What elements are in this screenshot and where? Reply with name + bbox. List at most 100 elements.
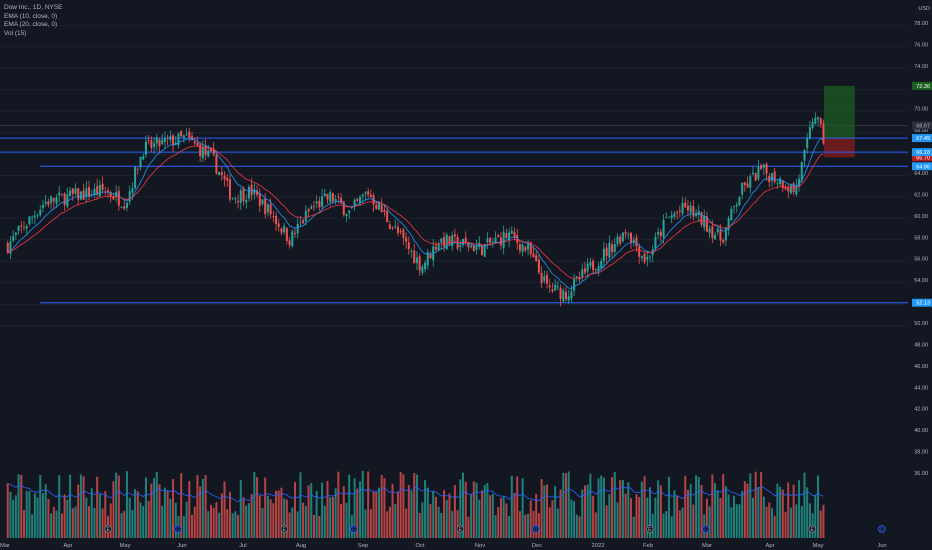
volume-bar [724,486,727,538]
volume-bar [464,481,467,538]
candle-body [169,135,172,141]
candle-body [594,269,597,270]
candle-body [735,204,738,207]
ema10-legend[interactable]: EMA (10, close, 0) [4,12,58,20]
volume-bar [207,511,210,538]
candle-body [228,179,231,200]
volume-bar [733,495,736,538]
candle-body [822,123,825,144]
volume-bar [266,495,269,538]
candle-body [665,217,668,219]
candle-body [754,173,757,181]
volume-bar [185,501,188,538]
volume-bar [6,483,9,538]
volume-bar [36,497,39,538]
candle-body [196,142,199,146]
volume-bar [741,491,744,538]
volume-bar [359,481,362,538]
volume-bar [12,499,15,538]
volume-bar [681,507,684,538]
volume-bar [31,514,34,538]
volume-bar [261,507,264,538]
volume-bar [264,477,267,538]
x-tick-label: Oct [415,543,424,549]
volume-bar [193,506,196,538]
volume-bar [635,493,638,538]
y-tick-label: 58.00 [914,235,928,241]
candle-body [673,213,676,217]
volume-bar [806,487,809,538]
volume-bar [150,483,153,538]
candle-body [784,187,787,189]
candle-body [765,163,768,174]
volume-bar [223,481,226,538]
candle-body [770,173,773,181]
candle-body [621,232,624,242]
candle-body [388,224,391,229]
volume-bar [342,486,345,538]
candle-body [310,206,313,209]
candle-body [462,238,465,245]
volume-bar [253,472,256,538]
candle-body [806,138,809,149]
volume-bar [161,505,164,538]
volume-bar [573,501,576,538]
x-tick-label: 2022 [592,543,605,549]
candle-body [391,227,394,229]
ema20-line [7,145,824,279]
volume-bar [789,507,792,538]
candle-body [700,212,703,225]
candle-body [394,226,397,228]
volume-bar [654,497,657,538]
volume-bar [275,490,278,538]
volume-bar [369,509,372,538]
volume-legend[interactable]: Vol (15) [4,29,27,37]
candle-body [811,122,814,129]
y-tick-label: 76.00 [914,42,928,48]
candle-body [25,226,28,229]
candle-body [22,227,25,229]
volume-bar [302,502,305,538]
candle-body [445,234,448,249]
volume-bar [280,487,283,538]
ema10-line [7,138,824,290]
volume-bar [491,493,494,538]
candle-body [817,117,820,120]
volume-bar [386,511,389,538]
candle-body [743,182,746,185]
candle-body [383,210,386,212]
candle-body [540,272,543,284]
candle-body [667,216,670,218]
candle-body [342,201,345,215]
volume-bar [692,504,695,538]
volume-bar [773,515,776,538]
volume-bar [153,477,156,538]
volume-bar [123,510,126,538]
volume-bar [41,493,44,538]
volume-bar [396,491,399,538]
y-tick-label: 56.00 [914,257,928,263]
candle-body [209,148,212,152]
volume-bar [405,508,408,538]
candle-body [261,199,264,205]
candle-body [800,162,803,182]
volume-ma-line [7,482,824,503]
x-tick-label: May [813,543,824,549]
volume-bar [147,500,150,538]
ema20-legend[interactable]: EMA (20, close, 0) [4,21,58,28]
symbol-title[interactable]: Dow Inc., 1D, NYSE [4,4,63,11]
candle-body [649,256,652,258]
volume-bar [798,480,801,538]
volume-bar [128,497,131,538]
candle-body [74,188,77,194]
price-label-box [912,134,932,143]
volume-bar [17,474,20,538]
candle-body [247,186,250,199]
candle-body [760,165,763,170]
candle-body [326,193,329,200]
price-label-box [912,153,932,162]
volume-bar [337,471,340,538]
candle-body [708,228,711,233]
candle-body [554,284,557,291]
